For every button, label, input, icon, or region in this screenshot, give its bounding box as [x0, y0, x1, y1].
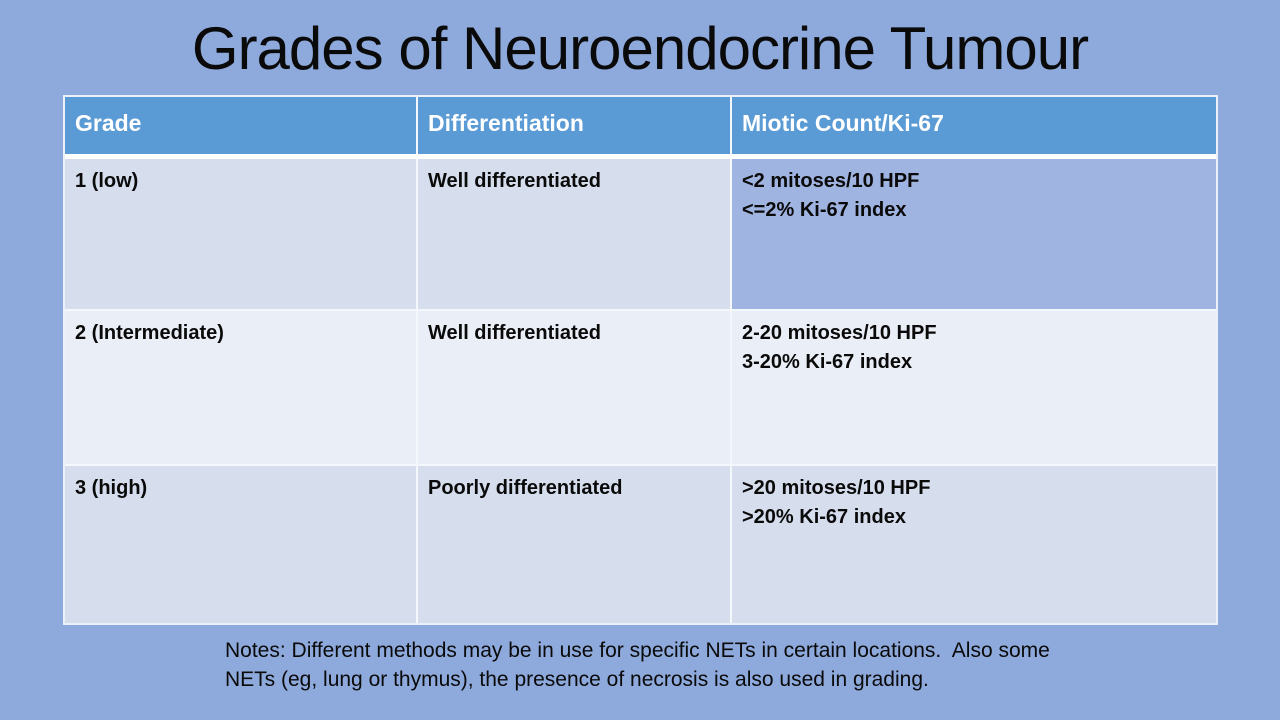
cell-miotic-count: >20 mitoses/10 HPF >20% Ki-67 index [732, 466, 1216, 623]
miotic-line-mitoses: 2-20 mitoses/10 HPF [742, 322, 937, 344]
column-header-miotic-count: Miotic Count/Ki-67 [732, 97, 1216, 154]
cell-grade: 1 (low) [65, 159, 418, 309]
notes-text: Notes: Different methods may be in use f… [225, 636, 1125, 694]
grades-table: Grade Differentiation Miotic Count/Ki-67… [63, 95, 1218, 625]
miotic-line-ki67: 3-20% Ki-67 index [742, 351, 913, 373]
cell-differentiation: Well differentiated [418, 311, 732, 464]
cell-grade: 3 (high) [65, 466, 418, 623]
table-row-grade-3: 3 (high) Poorly differentiated >20 mitos… [65, 466, 1216, 623]
table-row-grade-1: 1 (low) Well differentiated <2 mitoses/1… [65, 159, 1216, 311]
cell-differentiation: Poorly differentiated [418, 466, 732, 623]
miotic-line-ki67: <=2% Ki-67 index [742, 199, 907, 221]
miotic-line-mitoses: >20 mitoses/10 HPF [742, 477, 931, 499]
slide-title: Grades of Neuroendocrine Tumour [191, 15, 1089, 82]
column-header-grade: Grade [65, 97, 418, 154]
miotic-line-ki67: >20% Ki-67 index [742, 506, 906, 528]
miotic-line-mitoses: <2 mitoses/10 HPF [742, 170, 920, 192]
cell-differentiation: Well differentiated [418, 159, 732, 309]
cell-miotic-count: 2-20 mitoses/10 HPF 3-20% Ki-67 index [732, 311, 1216, 464]
column-header-differentiation: Differentiation [418, 97, 732, 154]
table-row-grade-2: 2 (Intermediate) Well differentiated 2-2… [65, 311, 1216, 466]
cell-grade: 2 (Intermediate) [65, 311, 418, 464]
notes-line-1: Notes: Different methods may be in use f… [225, 639, 1050, 662]
table-header-row: Grade Differentiation Miotic Count/Ki-67 [65, 97, 1216, 159]
notes-line-2: NETs (eg, lung or thymus), the presence … [225, 668, 929, 691]
cell-miotic-count: <2 mitoses/10 HPF <=2% Ki-67 index [732, 159, 1216, 309]
